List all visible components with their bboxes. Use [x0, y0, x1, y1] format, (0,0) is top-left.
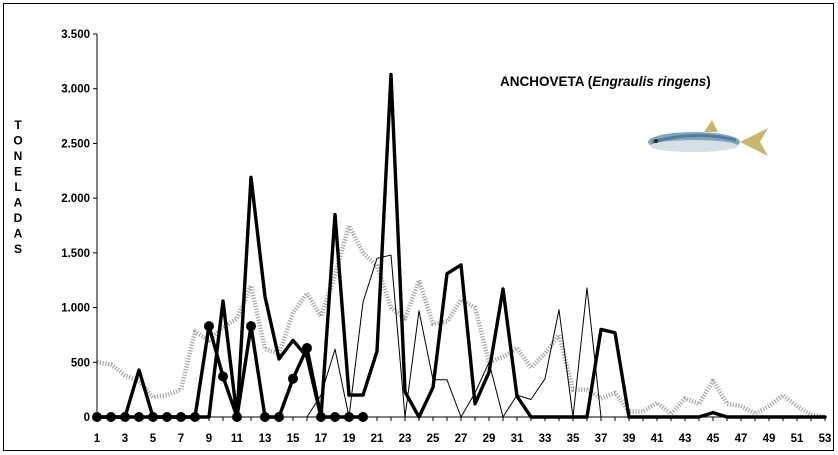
x-tick-label: 9 [206, 433, 212, 445]
x-tick-label: 5 [150, 433, 157, 445]
x-tick-label: 13 [259, 433, 272, 445]
y-axis-label-letter: N [14, 149, 23, 163]
x-tick-label: 45 [707, 433, 720, 445]
y-axis-label-letter: E [14, 165, 22, 179]
x-tick-label: 31 [511, 433, 524, 445]
y-tick-label: 1.500 [61, 248, 90, 260]
x-tick-label: 43 [679, 433, 692, 445]
x-tick-label: 41 [651, 433, 664, 445]
x-tick-label: 35 [567, 433, 580, 445]
series-marker [246, 321, 256, 332]
y-tick-label: 0 [84, 412, 90, 424]
x-tick-label: 15 [287, 433, 300, 445]
y-tick-label: 500 [71, 357, 90, 369]
y-tick-label: 3.000 [61, 84, 90, 96]
y-tick-labels: 0 500 1.000 1.500 2.000 2.500 3.000 3.500 [61, 29, 97, 424]
x-tick-label: 37 [595, 433, 608, 445]
y-axis-label-letter: S [14, 242, 22, 256]
series-marker [302, 343, 312, 354]
x-tick-label: 17 [315, 433, 328, 445]
x-tick-label: 7 [178, 433, 184, 445]
x-tick-label: 19 [343, 433, 356, 445]
y-tick-label: 2.000 [61, 193, 90, 205]
x-tick-label: 21 [371, 433, 384, 445]
x-tick-label: 25 [427, 433, 440, 445]
x-tick-label: 3 [122, 433, 128, 445]
x-tick-label: 27 [455, 433, 468, 445]
y-axis-label-letter: A [14, 196, 23, 210]
series-line-1 [96, 223, 826, 420]
anchovy-fish-illustration [648, 120, 768, 156]
y-tick-label: 3.500 [61, 29, 90, 41]
x-tick-label: 51 [791, 433, 804, 445]
x-tick-label: 33 [539, 433, 552, 445]
x-tick-label: 29 [483, 433, 496, 445]
y-axis-label-letter: T [14, 118, 22, 132]
x-tick-label: 47 [735, 433, 748, 445]
y-tick-label: 2.500 [61, 138, 90, 150]
x-tick-labels: 1 3 5 7 9 11 13 15 17 19 21 23 25 27 29 31 33 35 37 39 41 43 4… [94, 417, 832, 445]
y-axis-label-letter: O [13, 134, 22, 148]
series-marker [218, 371, 228, 382]
series-marker [204, 321, 214, 332]
x-tick-label: 11 [231, 433, 244, 445]
x-tick-label: 1 [94, 433, 101, 445]
chart-title: ANCHOVETA (Engraulis ringens) [500, 74, 711, 89]
y-axis-label-letter: A [14, 227, 23, 241]
y-axis-label-letter: D [14, 211, 23, 225]
x-tick-label: 23 [399, 433, 412, 445]
series-marker [288, 373, 298, 384]
y-tick-label: 1.000 [61, 303, 90, 315]
x-tick-label: 39 [623, 433, 636, 445]
x-tick-label: 53 [819, 433, 832, 445]
x-tick-label: 49 [763, 433, 776, 445]
series-line-3 [95, 72, 827, 419]
y-axis-label-letter: L [14, 180, 21, 194]
